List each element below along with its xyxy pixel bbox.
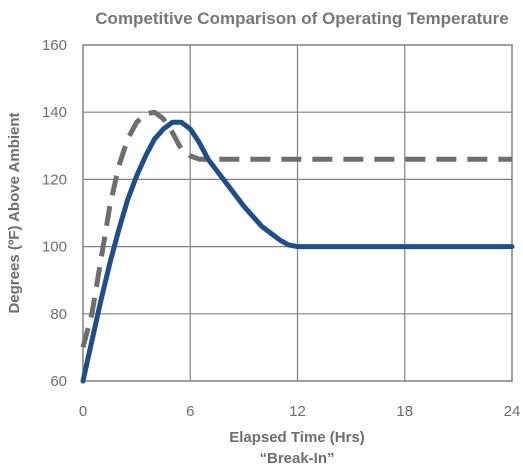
y-tick-label: 80	[50, 306, 67, 323]
y-tick-label: 140	[42, 104, 67, 121]
series-lines	[80, 109, 515, 384]
y-tick-label: 120	[42, 171, 67, 188]
x-tick-label: 18	[396, 403, 413, 420]
solid-series-line	[80, 119, 515, 384]
tick-labels: 60 80 100 120 140 160 0 6 12 18 24	[42, 37, 520, 420]
y-axis-label: Degrees (ºF) Above Ambient	[6, 112, 23, 313]
x-tick-label: 24	[504, 403, 521, 420]
y-tick-label: 160	[42, 37, 67, 54]
x-tick-label: 6	[186, 403, 194, 420]
x-tick-label: 12	[289, 403, 306, 420]
x-axis-sublabel: “Break-In”	[259, 450, 334, 467]
y-tick-label: 100	[42, 239, 67, 256]
chart-title: Competitive Comparison of Operating Temp…	[95, 9, 508, 28]
x-tick-label: 0	[79, 403, 87, 420]
dashed-series-line	[80, 109, 512, 349]
x-axis-label: Elapsed Time (Hrs)	[229, 429, 365, 446]
y-tick-label: 60	[50, 373, 67, 390]
